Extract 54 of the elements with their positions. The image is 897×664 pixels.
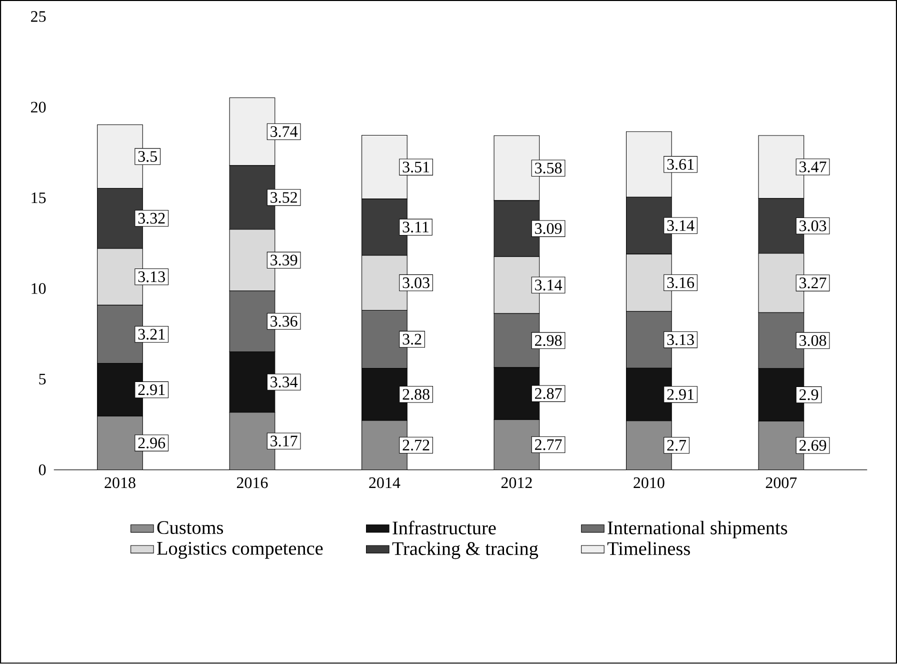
data-label: 3.14	[667, 220, 694, 232]
data-label: 3.2	[402, 334, 422, 345]
data-label: 2.77	[535, 439, 562, 450]
data-label: 3.34	[270, 376, 298, 388]
data-label: 2.72	[402, 440, 430, 451]
x-tick-label: 2007	[766, 478, 797, 488]
data-label: 3.13	[667, 334, 694, 346]
y-tick-label: 25	[31, 11, 46, 22]
data-label: 3.17	[270, 436, 298, 447]
data-label: 2.9	[799, 389, 818, 400]
data-label: 2.96	[138, 438, 166, 449]
data-label: 3.14	[535, 280, 562, 291]
data-label: 3.03	[800, 220, 826, 232]
data-label: 3.03	[402, 278, 430, 288]
data-label: 2.91	[138, 384, 165, 396]
data-label: 3.09	[535, 223, 562, 234]
data-label: 2.87	[535, 388, 562, 400]
data-label: 3.39	[270, 254, 298, 266]
data-label: 3.36	[270, 316, 298, 327]
data-label: 2.7	[667, 440, 686, 451]
data-label: 3.21	[138, 329, 165, 340]
data-label: 3.32	[138, 213, 165, 224]
data-label: 3.61	[667, 159, 694, 170]
data-label: 3.52	[270, 192, 297, 204]
legend-label: Customs	[157, 521, 224, 534]
legend-label: Infrastructure	[392, 520, 496, 535]
data-label: 2.98	[535, 335, 562, 346]
data-label: 2.88	[402, 389, 430, 400]
y-tick-label: 10	[32, 283, 46, 294]
y-tick-label: 5	[39, 374, 46, 385]
data-label: 3.51	[402, 162, 430, 173]
data-label: 3.58	[535, 162, 562, 174]
data-label: 3.27	[800, 278, 826, 289]
data-label: 3.74	[270, 126, 298, 138]
legend-label: Timeliness	[607, 542, 690, 556]
x-tick-label: 2012	[501, 478, 532, 488]
y-tick-label: 20	[31, 102, 46, 113]
data-label: 3.08	[800, 335, 826, 346]
data-label: 3.11	[402, 222, 429, 233]
x-tick-label: 2018	[104, 478, 136, 488]
y-tick-label: 0	[38, 464, 46, 476]
y-tick-label: 15	[32, 192, 46, 204]
data-label: 3.16	[667, 277, 694, 288]
data-label: 3.5	[138, 151, 157, 162]
legend-label: Logistics competence	[157, 542, 323, 559]
x-tick-label: 2016	[236, 478, 268, 488]
data-label: 3.47	[800, 162, 826, 172]
x-tick-label: 2014	[369, 478, 400, 488]
data-label: 3.13	[138, 272, 165, 282]
data-label: 2.69	[799, 440, 826, 452]
legend-label: International shipments	[608, 521, 788, 538]
data-label: 2.91	[667, 389, 694, 400]
legend-label: Tracking & tracing	[392, 542, 538, 560]
x-tick-label: 2010	[634, 478, 664, 488]
